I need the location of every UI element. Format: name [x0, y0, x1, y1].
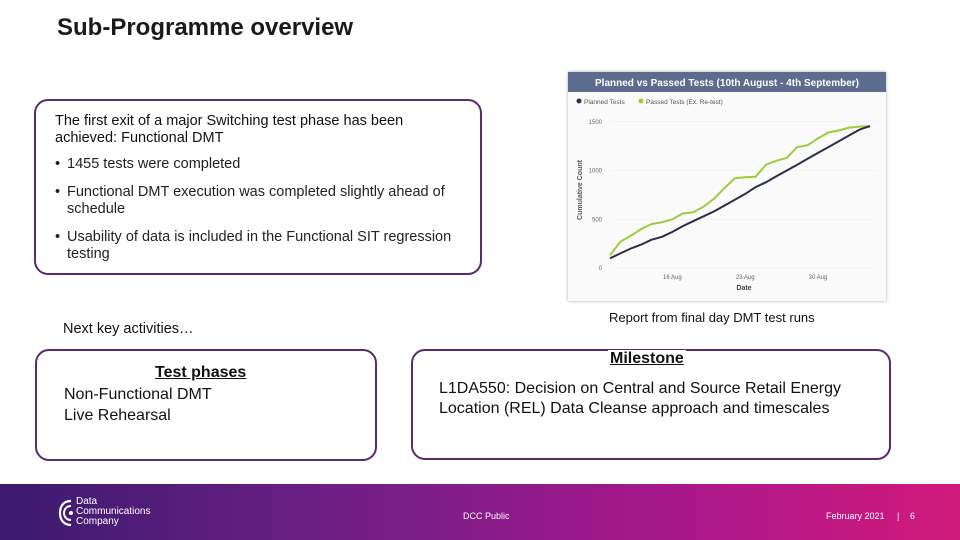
legend-label: Planned Tests: [584, 99, 625, 106]
test-phases-box: Test phases Non-Functional DMT Live Rehe…: [35, 349, 377, 461]
test-phase-item: Live Rehearsal: [64, 407, 171, 424]
next-activities-label: Next key activities…: [63, 321, 194, 337]
report-caption: Report from final day DMT test runs: [609, 310, 815, 325]
y-axis-label: Cumulative Count: [577, 159, 584, 220]
chart-title-bar: [568, 72, 886, 92]
planned-vs-passed-chart: Planned vs Passed Tests (10th August - 4…: [568, 72, 886, 301]
x-tick-label: 16 Aug: [663, 275, 682, 281]
x-tick-label: 23 Aug: [736, 275, 755, 281]
x-axis-label: Date: [736, 285, 751, 292]
bullet-item: 1455 tests were completed: [54, 156, 464, 173]
series-line-passed: [609, 125, 871, 256]
y-tick-label: 500: [592, 217, 603, 223]
test-phase-item: Non-Functional DMT: [64, 386, 212, 403]
y-tick-label: 0: [599, 266, 603, 272]
exit-summary-heading: The first exit of a major Switching test…: [55, 113, 404, 146]
legend-label: Passed Tests (Ex. Re-test): [646, 99, 723, 106]
exit-summary-bullets: 1455 tests were completed Functional DMT…: [54, 156, 464, 274]
test-phases-heading: Test phases: [155, 364, 247, 381]
y-tick-label: 1500: [589, 120, 603, 126]
footer-separator: |: [897, 511, 900, 521]
logo-line: Data: [76, 496, 98, 507]
exit-summary-box: The first exit of a major Switching test…: [34, 99, 482, 275]
dcc-logo-icon: [58, 499, 73, 527]
chart-svg: Planned vs Passed Tests (10th August - 4…: [568, 72, 886, 292]
legend-marker: [576, 98, 582, 104]
logo-line: Company: [76, 516, 119, 527]
page-title: Sub-Programme overview: [57, 14, 354, 41]
chart-title: Planned vs Passed Tests (10th August - 4…: [595, 78, 859, 89]
logo-line: Communications: [76, 506, 151, 517]
dcc-logo-text: Data Communications Company: [76, 497, 150, 527]
footer-date: February 2021: [826, 511, 885, 521]
series-line-planned: [609, 125, 871, 260]
bullet-item: Usability of data is included in the Fun…: [54, 229, 464, 263]
milestone-text: L1DA550: Decision on Central and Source …: [439, 380, 842, 417]
y-tick-label: 1000: [589, 169, 603, 175]
milestone-heading: Milestone: [608, 350, 686, 368]
classification-label: DCC Public: [463, 511, 510, 521]
bullet-item: Functional DMT execution was completed s…: [54, 184, 464, 218]
footer-bar: Data Communications Company DCC Public F…: [0, 484, 960, 540]
legend-marker: [638, 98, 644, 104]
x-tick-label: 30 Aug: [809, 275, 828, 281]
page-number: 6: [910, 511, 916, 521]
